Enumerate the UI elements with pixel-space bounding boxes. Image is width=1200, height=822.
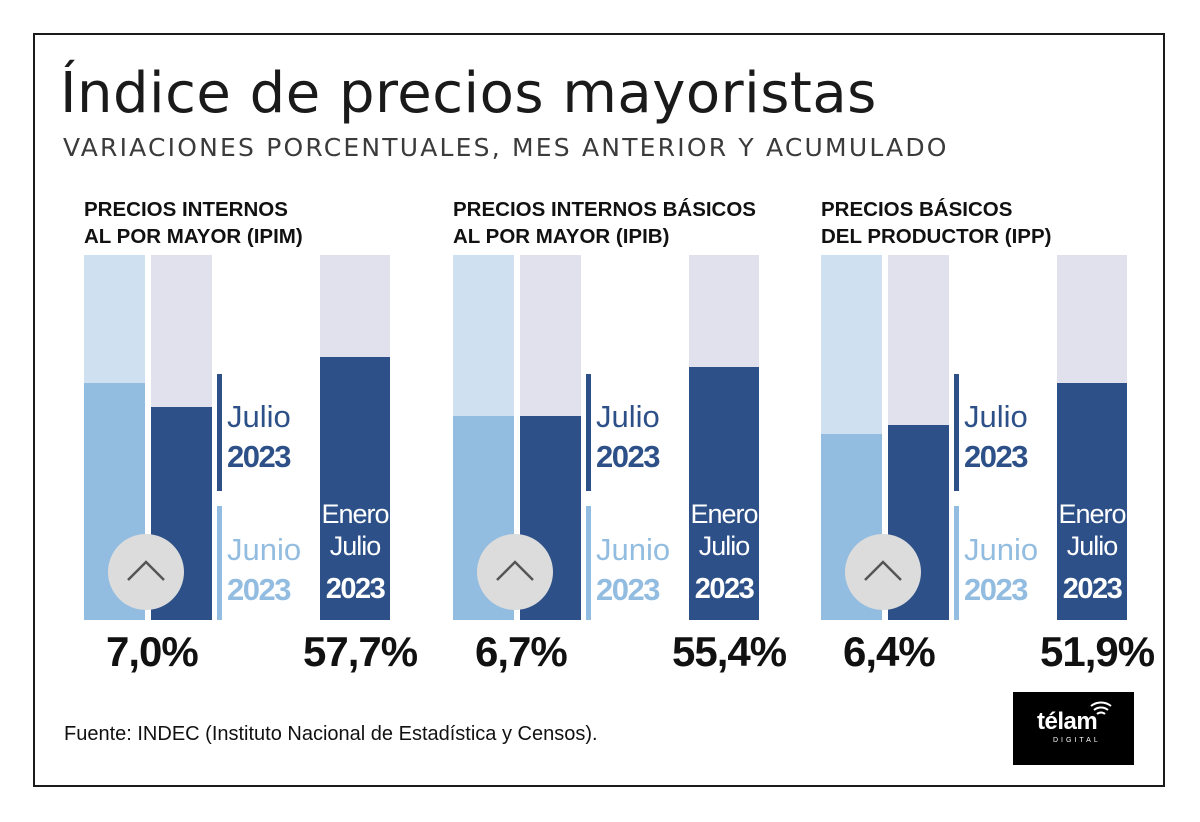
accumulated-label-from: Enero <box>1058 499 1126 529</box>
page-subtitle: VARIACIONES PORCENTUALES, MES ANTERIOR Y… <box>63 133 949 162</box>
panel-title-line1: PRECIOS INTERNOS BÁSICOS <box>453 198 756 221</box>
accumulated-label-to: Julio <box>329 531 382 561</box>
accumulated-label-from: Enero <box>321 499 389 529</box>
bar-accumulated <box>689 255 759 620</box>
panel-title-line2: DEL PRODUCTOR (IPP) <box>821 225 1052 248</box>
current-month-label: Julio <box>596 399 660 434</box>
telam-logo: télam DIGITAL <box>1013 692 1134 765</box>
chart-panel-ipim: PRECIOS INTERNOS AL POR MAYOR (IPIM) Jul… <box>84 196 424 676</box>
wifi-signal-icon <box>1090 701 1112 715</box>
monthly-value: 7,0% <box>106 628 199 675</box>
accumulated-value: 51,9% <box>1040 628 1155 675</box>
current-month-marker <box>217 374 222 491</box>
previous-month-label: Junio <box>596 532 671 567</box>
current-month-marker <box>954 374 959 491</box>
accumulated-label-year: 2023 <box>325 573 386 605</box>
panel-title: PRECIOS INTERNOS BÁSICOS AL POR MAYOR (I… <box>453 196 793 250</box>
bar-fill <box>1057 383 1127 620</box>
chevron-up-icon <box>477 534 553 610</box>
previous-year-label: 2023 <box>964 572 1028 607</box>
chevron-up-icon <box>108 534 184 610</box>
accumulated-value: 55,4% <box>672 628 787 675</box>
bar-fill <box>320 356 390 620</box>
page-title: Índice de precios mayoristas <box>60 61 877 126</box>
current-month-label: Julio <box>227 399 291 434</box>
panel-title-line1: PRECIOS INTERNOS <box>84 198 288 221</box>
bar-accumulated <box>1057 255 1127 620</box>
panel-title: PRECIOS INTERNOS AL POR MAYOR (IPIM) <box>84 196 424 250</box>
previous-month-label: Junio <box>227 532 302 567</box>
chevron-up-icon <box>845 534 921 610</box>
bar-fill <box>689 367 759 620</box>
current-year-label: 2023 <box>227 439 291 474</box>
monthly-value: 6,7% <box>475 628 568 675</box>
previous-month-marker <box>586 506 591 620</box>
panel-title-line2: AL POR MAYOR (IPIB) <box>453 225 670 248</box>
accumulated-label-to: Julio <box>1066 531 1119 561</box>
logo-wordmark: télam <box>1037 708 1098 735</box>
panel-title-line2: AL POR MAYOR (IPIM) <box>84 225 303 248</box>
chart-panel-ipp: PRECIOS BÁSICOS DEL PRODUCTOR (IPP) Juli… <box>821 196 1161 676</box>
chart-panel-ipib: PRECIOS INTERNOS BÁSICOS AL POR MAYOR (I… <box>453 196 793 676</box>
accumulated-value: 57,7% <box>303 628 418 675</box>
bar-accumulated <box>320 255 390 620</box>
current-month-label: Julio <box>964 399 1028 434</box>
current-month-marker <box>586 374 591 491</box>
accumulated-label-year: 2023 <box>1062 573 1123 605</box>
previous-month-marker <box>954 506 959 620</box>
panel-title: PRECIOS BÁSICOS DEL PRODUCTOR (IPP) <box>821 196 1161 250</box>
accumulated-label-to: Julio <box>698 531 751 561</box>
previous-month-label: Junio <box>964 532 1039 567</box>
previous-year-label: 2023 <box>227 572 291 607</box>
accumulated-label-from: Enero <box>690 499 758 529</box>
panel-title-line1: PRECIOS BÁSICOS <box>821 198 1013 221</box>
monthly-value: 6,4% <box>843 628 936 675</box>
previous-year-label: 2023 <box>596 572 660 607</box>
source-note: Fuente: INDEC (Instituto Nacional de Est… <box>64 723 598 745</box>
previous-month-marker <box>217 506 222 620</box>
current-year-label: 2023 <box>596 439 660 474</box>
logo-subtitle: DIGITAL <box>1053 737 1101 744</box>
accumulated-label-year: 2023 <box>694 573 755 605</box>
current-year-label: 2023 <box>964 439 1028 474</box>
